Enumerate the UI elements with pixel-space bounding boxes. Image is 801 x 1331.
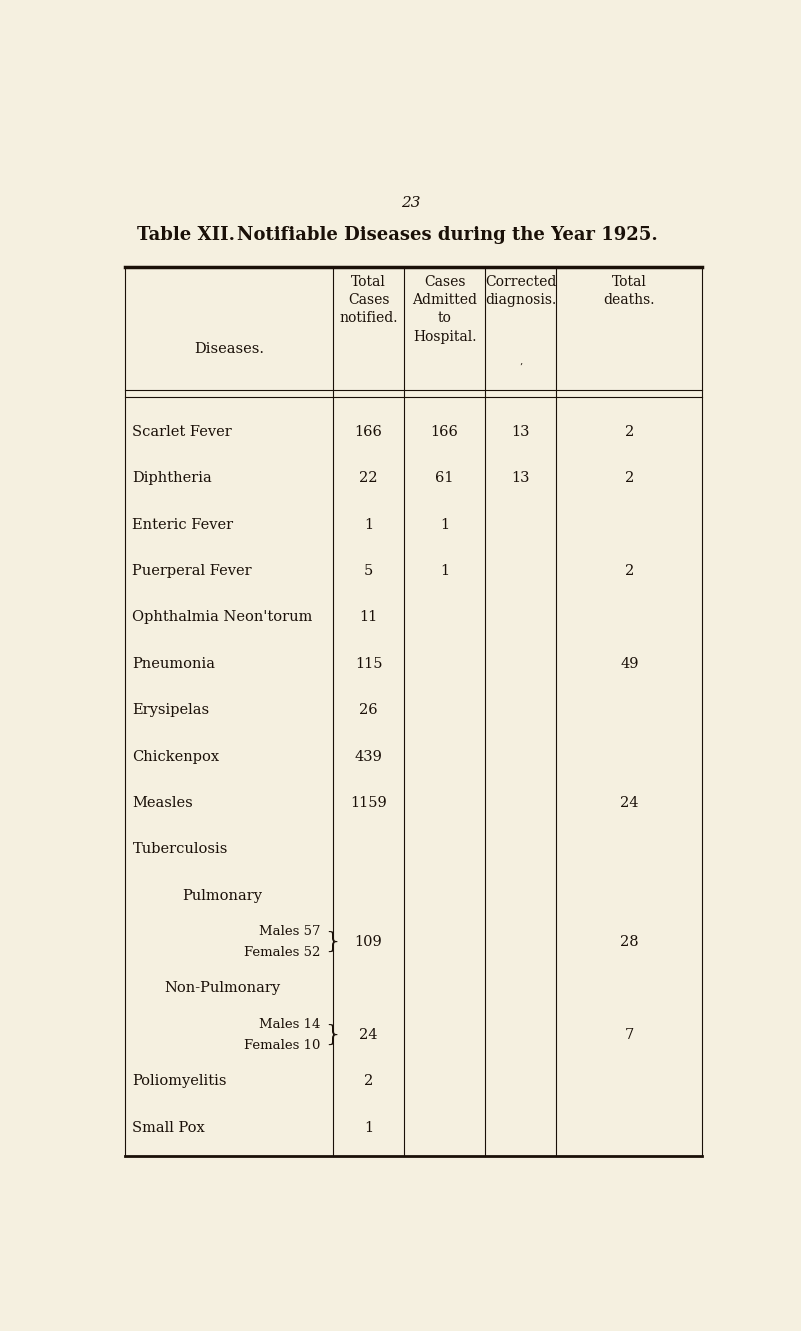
Text: Corrected
diagnosis.: Corrected diagnosis. [485,274,557,307]
Text: 7: 7 [625,1028,634,1042]
Text: 1: 1 [364,518,373,531]
Text: 5: 5 [364,564,373,578]
Text: Scarlet Fever: Scarlet Fever [132,425,232,439]
Text: 1: 1 [364,1121,373,1134]
Text: 2: 2 [625,425,634,439]
Text: 2: 2 [364,1074,373,1089]
Text: Cases
Admitted
to
Hospital.: Cases Admitted to Hospital. [413,274,477,343]
Text: Notifiable Diseases during the Year 1925.: Notifiable Diseases during the Year 1925… [237,226,658,245]
Text: Diseases.: Diseases. [194,342,264,357]
Text: Pneumonia: Pneumonia [132,656,215,671]
Text: Males 14: Males 14 [260,1018,320,1032]
Text: Puerperal Fever: Puerperal Fever [132,564,252,578]
Text: Pulmonary: Pulmonary [183,889,263,902]
Text: Females 52: Females 52 [244,946,320,958]
Text: Total
Cases
notified.: Total Cases notified. [340,274,398,325]
Text: 24: 24 [620,796,638,811]
Text: ’: ’ [519,362,522,371]
Text: 1: 1 [440,518,449,531]
Text: Chickenpox: Chickenpox [132,749,219,764]
Text: 11: 11 [360,611,378,624]
Text: Tuberculosis: Tuberculosis [132,843,227,856]
Text: 109: 109 [355,936,383,949]
Text: 1: 1 [440,564,449,578]
Text: Non-Pulmonary: Non-Pulmonary [165,981,281,996]
Text: 26: 26 [360,703,378,717]
Text: Poliomyelitis: Poliomyelitis [132,1074,227,1089]
Text: 166: 166 [431,425,459,439]
Text: 23: 23 [400,196,421,209]
Text: Erysipelas: Erysipelas [132,703,210,717]
Text: Diphtheria: Diphtheria [132,471,212,486]
Text: 166: 166 [355,425,383,439]
Text: 2: 2 [625,564,634,578]
Text: Total
deaths.: Total deaths. [604,274,655,307]
Text: 1159: 1159 [350,796,387,811]
Text: Ophthalmia Neon'torum: Ophthalmia Neon'torum [132,611,312,624]
Text: Small Pox: Small Pox [132,1121,205,1134]
Text: Measles: Measles [132,796,193,811]
Text: Males 57: Males 57 [259,925,320,938]
Text: Enteric Fever: Enteric Fever [132,518,234,531]
Text: Table XII.: Table XII. [138,226,235,245]
Text: 22: 22 [360,471,378,486]
Text: Females 10: Females 10 [244,1038,320,1051]
Text: }: } [325,932,340,953]
Text: 49: 49 [620,656,638,671]
Text: 28: 28 [620,936,638,949]
Text: 115: 115 [355,656,382,671]
Text: 61: 61 [436,471,454,486]
Text: 13: 13 [512,471,530,486]
Text: 24: 24 [360,1028,378,1042]
Text: 439: 439 [355,749,383,764]
Text: 2: 2 [625,471,634,486]
Text: }: } [325,1024,340,1046]
Text: 13: 13 [512,425,530,439]
